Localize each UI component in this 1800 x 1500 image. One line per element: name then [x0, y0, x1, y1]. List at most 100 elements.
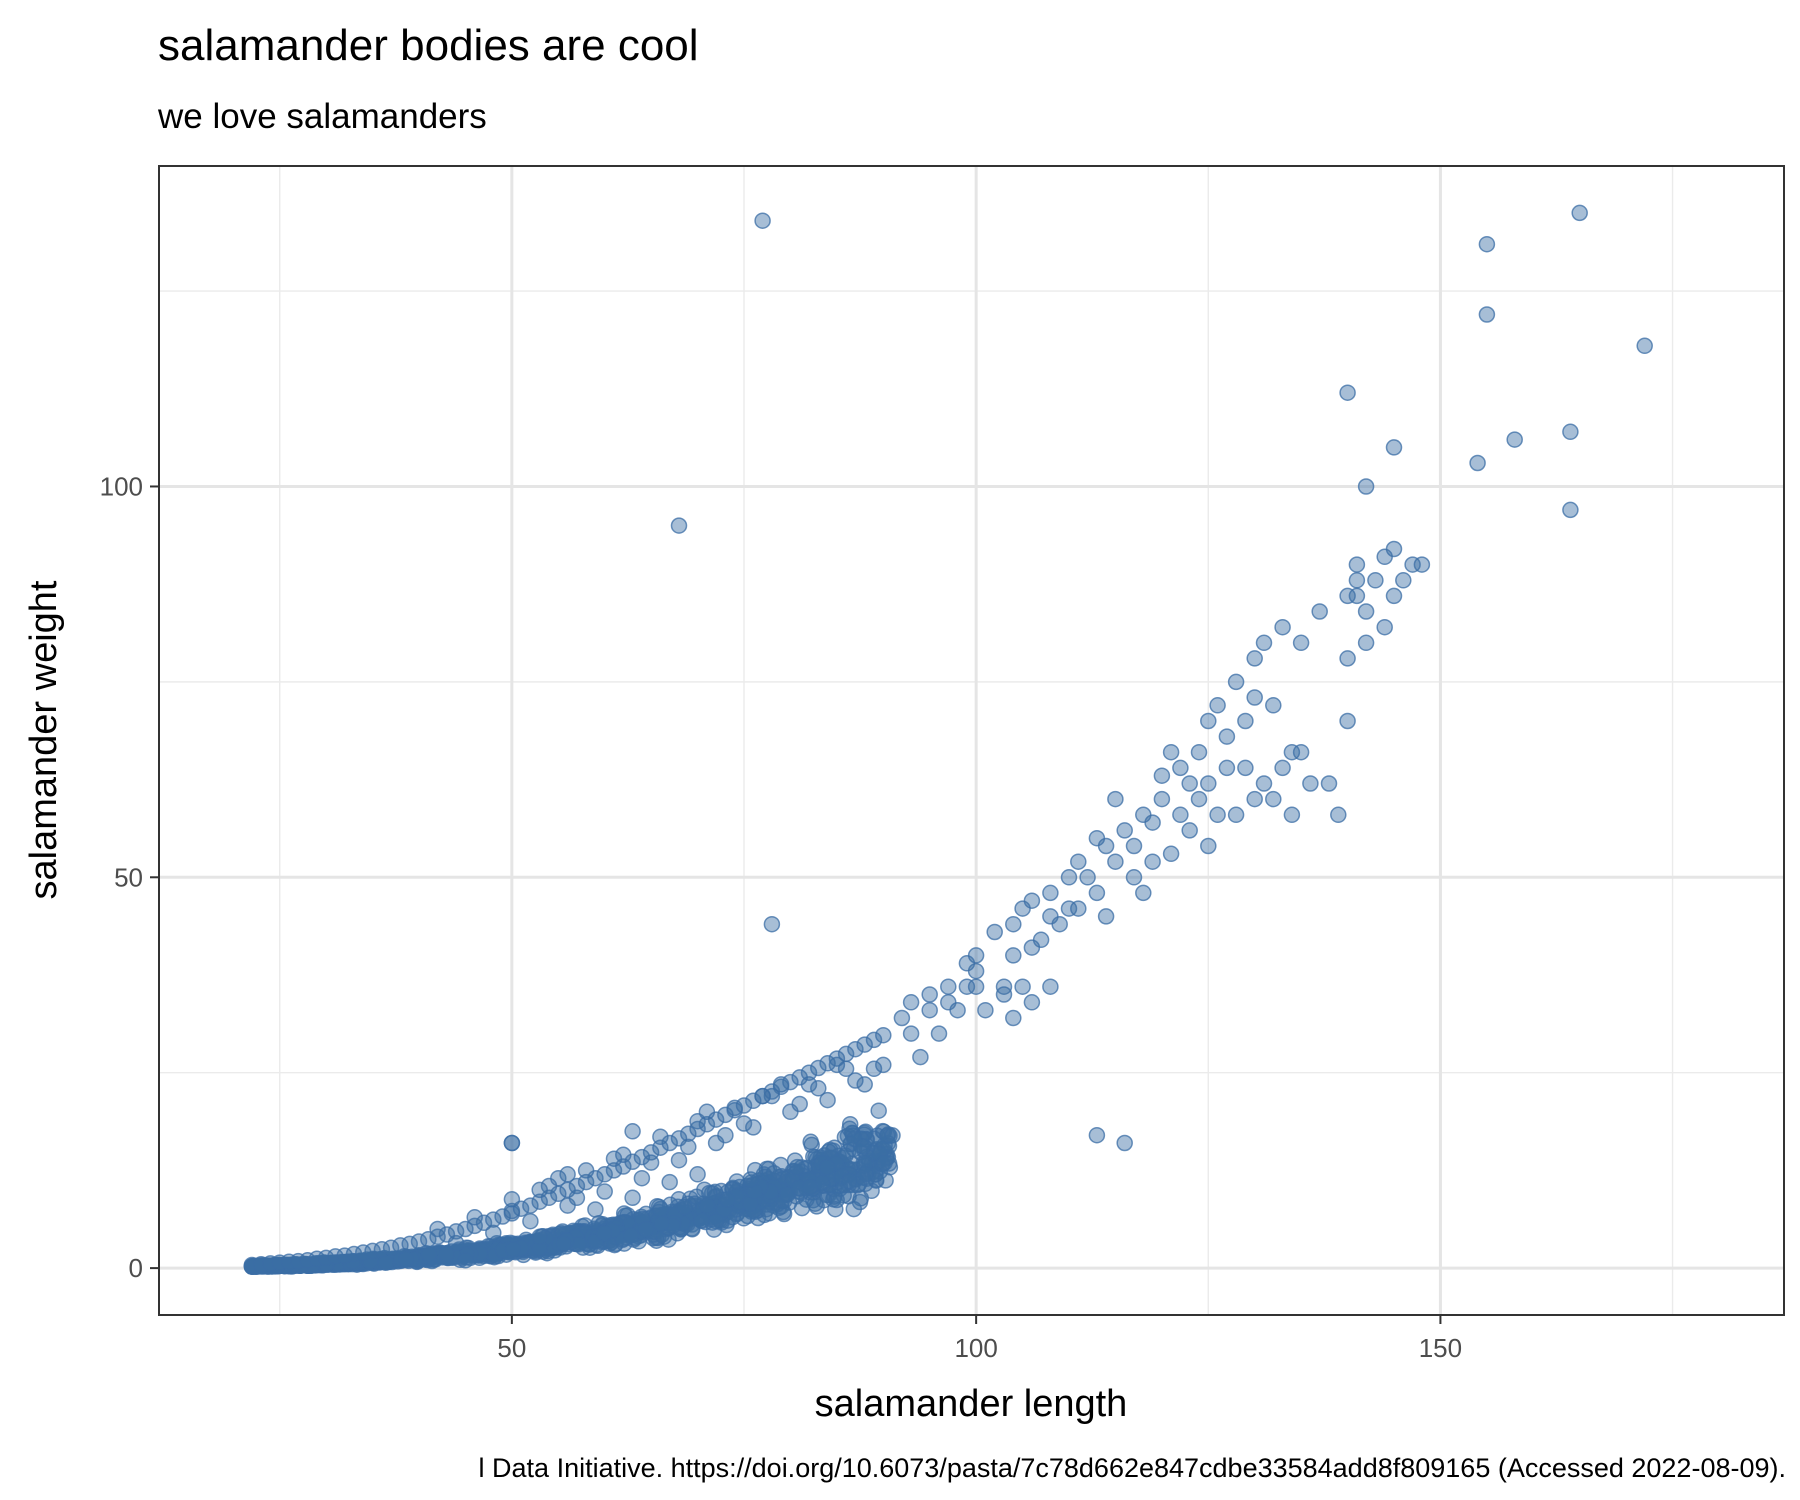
data-point	[698, 1103, 716, 1121]
data-point	[1339, 712, 1356, 730]
data-point	[633, 1169, 651, 1187]
data-point	[550, 1169, 567, 1187]
data-point	[742, 1195, 759, 1213]
data-point	[1042, 884, 1059, 902]
data-point	[763, 1087, 781, 1105]
x-tick-label: 100	[954, 1333, 997, 1363]
data-point	[865, 1031, 883, 1049]
data-point	[1311, 603, 1328, 620]
data-point	[633, 1148, 651, 1166]
data-point	[735, 1097, 753, 1114]
data-point	[1385, 439, 1403, 456]
data-point	[857, 1165, 874, 1183]
data-point	[793, 1199, 811, 1217]
data-point	[949, 1001, 966, 1019]
data-point	[746, 1161, 764, 1179]
data-point	[717, 1126, 734, 1144]
data-point	[1357, 478, 1375, 495]
data-point	[1079, 869, 1096, 886]
data-point	[555, 1235, 572, 1252]
data-point	[637, 1221, 655, 1238]
data-point	[1395, 572, 1412, 589]
data-point	[605, 1150, 623, 1167]
data-point	[531, 1193, 548, 1210]
data-point	[652, 1200, 669, 1218]
data-point	[1562, 423, 1579, 441]
data-point	[568, 1177, 586, 1195]
data-point	[1339, 587, 1356, 605]
data-point	[1088, 1126, 1106, 1144]
x-axis-label: salamander length	[815, 1383, 1128, 1425]
data-point	[821, 1141, 839, 1159]
data-point	[1107, 853, 1124, 870]
data-point	[622, 1227, 640, 1244]
data-point	[819, 1091, 836, 1109]
data-point	[494, 1208, 511, 1225]
data-point	[876, 1154, 893, 1172]
data-point	[1200, 712, 1217, 730]
data-point	[847, 1040, 864, 1058]
data-point	[624, 1123, 641, 1140]
data-point	[1367, 572, 1384, 589]
data-point	[742, 1171, 759, 1188]
data-point	[1153, 790, 1171, 808]
data-point	[1097, 837, 1115, 855]
data-point	[1190, 790, 1208, 808]
data-point	[856, 1076, 873, 1093]
data-point	[1014, 978, 1031, 995]
data-point	[634, 1210, 651, 1228]
data-point	[856, 1036, 873, 1053]
data-point	[893, 1009, 911, 1027]
data-point	[800, 1076, 818, 1093]
data-point	[447, 1223, 465, 1240]
data-point	[726, 1099, 743, 1117]
data-point	[693, 1212, 710, 1230]
data-point	[1218, 728, 1236, 745]
data-point	[828, 1050, 846, 1067]
data-point	[531, 1181, 548, 1199]
data-point	[1060, 869, 1078, 886]
data-point	[1292, 634, 1310, 652]
data-point	[967, 978, 985, 995]
data-point	[828, 1191, 845, 1209]
data-point	[605, 1162, 623, 1179]
data-point	[670, 517, 688, 534]
data-point	[1265, 790, 1282, 808]
data-point	[815, 1191, 833, 1209]
data-point	[818, 1158, 836, 1176]
data-point	[1227, 673, 1245, 691]
data-point	[689, 1166, 706, 1183]
data-point	[1144, 814, 1161, 831]
data-point	[1190, 743, 1208, 761]
data-point	[653, 1215, 670, 1232]
data-point	[841, 1172, 858, 1190]
data-point	[1144, 853, 1161, 870]
data-point	[762, 1183, 779, 1200]
data-point	[698, 1197, 716, 1214]
data-point	[810, 1080, 827, 1097]
data-point	[438, 1245, 455, 1263]
data-point	[847, 1072, 864, 1089]
data-point	[870, 1102, 887, 1119]
panel-border	[158, 165, 1785, 1316]
data-point	[1116, 1134, 1133, 1152]
data-point	[1107, 790, 1124, 808]
data-point	[537, 1229, 554, 1247]
data-point	[1088, 884, 1106, 902]
data-point	[1246, 650, 1263, 667]
data-point	[1255, 775, 1273, 792]
data-point	[879, 1127, 896, 1144]
data-point	[1339, 650, 1356, 667]
data-point	[958, 978, 976, 995]
data-point	[1051, 915, 1068, 933]
data-point	[1274, 759, 1291, 777]
chart-caption: l Data Initiative. https://doi.org/10.60…	[479, 1453, 1786, 1483]
data-point	[1125, 837, 1143, 855]
data-point	[485, 1211, 502, 1228]
data-point	[655, 1228, 673, 1245]
data-point	[1246, 689, 1263, 706]
y-tick-label: 50	[114, 862, 143, 892]
data-point	[1265, 697, 1282, 714]
y-tick-label: 100	[100, 471, 143, 501]
axis-ticks: 50 100 150 0 50 100	[100, 471, 1463, 1363]
